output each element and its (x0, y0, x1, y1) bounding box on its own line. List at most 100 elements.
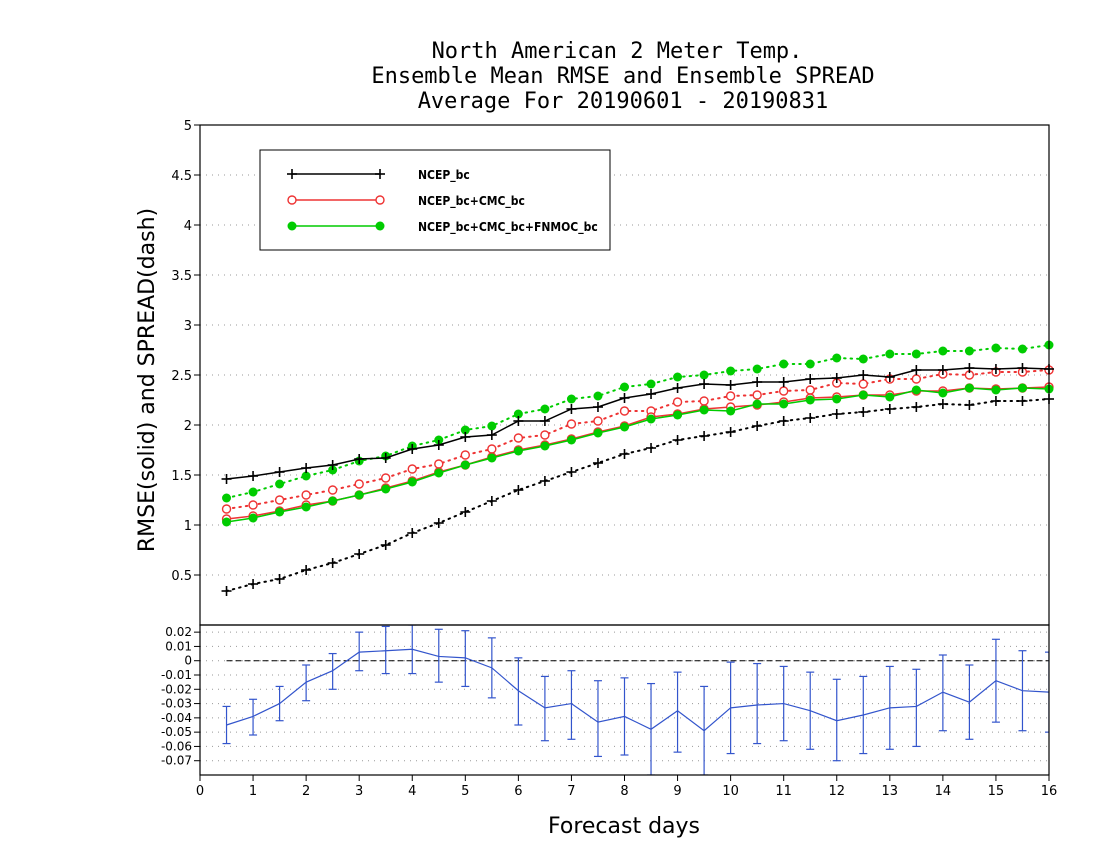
error-bar (593, 680, 602, 758)
data-point (460, 425, 470, 435)
title-line-3: Average For 20190601 - 20190831 (418, 89, 829, 114)
difference-line (226, 648, 1049, 732)
data-point (752, 364, 762, 374)
data-point (858, 379, 868, 389)
data-point (221, 504, 232, 514)
data-point (287, 221, 297, 231)
x-tick-label: 4 (408, 784, 416, 799)
data-point (1017, 344, 1027, 354)
data-point (752, 390, 762, 400)
series-spread-ncep-bc (221, 394, 1054, 596)
legend: NCEP_bc NCEP_bc+CMC_bc NCEP_bc+CMC_bc+FNMO… (259, 149, 611, 251)
error-bar (832, 678, 841, 762)
data-point (726, 366, 736, 376)
data-point (513, 433, 524, 443)
title-line-1: North American 2 Meter Temp. (432, 39, 803, 64)
data-point (487, 444, 497, 454)
x-tick-label: 11 (775, 784, 792, 799)
y-tick-label: 1 (184, 519, 192, 534)
data-point (301, 502, 311, 512)
error-bar (912, 668, 921, 748)
plot-frame (199, 624, 1050, 776)
data-point (434, 459, 444, 469)
data-point (275, 479, 285, 489)
x-tick-label: 16 (1041, 784, 1058, 799)
x-tick-label: 9 (673, 784, 681, 799)
data-point (222, 493, 232, 503)
error-bar (1045, 651, 1049, 733)
error-bar (461, 630, 470, 688)
data-point (540, 430, 550, 440)
data-point (487, 421, 497, 431)
data-point (248, 487, 258, 497)
data-point (248, 513, 258, 523)
x-axis-label: Forecast days (548, 814, 700, 839)
legend-label: NCEP_bc+CMC_bc (418, 194, 525, 209)
x-tick-label: 1 (249, 784, 257, 799)
data-point (1017, 383, 1027, 393)
y-tick-label: 3 (184, 319, 192, 334)
data-point (354, 479, 364, 489)
x-tick-label: 0 (196, 784, 204, 799)
data-point (911, 374, 922, 384)
data-point (805, 395, 815, 405)
data-point (991, 385, 1001, 395)
data-point (513, 446, 523, 456)
error-bar (249, 698, 258, 736)
data-point (274, 495, 285, 505)
data-point (964, 346, 974, 356)
data-point (779, 359, 789, 369)
data-point (832, 353, 842, 363)
series-spread-ncep-bc-cmc-bc-fnmoc-bc (222, 340, 1054, 503)
error-bar (434, 628, 443, 683)
y-tick-label: -0.07 (161, 754, 192, 768)
y-tick-label: -0.05 (161, 725, 192, 739)
data-point (222, 517, 232, 527)
data-point (938, 388, 948, 398)
data-point (593, 391, 603, 401)
x-tick-label: 10 (722, 784, 739, 799)
data-point (381, 484, 391, 494)
data-point (301, 490, 311, 500)
series-rmse-ncep-bc (221, 363, 1054, 484)
legend-entry-ncep-bc-cmc-bc-fnmoc-bc: NCEP_bc+CMC_bc+FNMOC_bc (287, 220, 598, 235)
legend-entry-ncep-bc-cmc-bc: NCEP_bc+CMC_bc (287, 194, 525, 209)
chart-title: North American 2 Meter Temp. Ensemble Me… (371, 39, 874, 114)
rmse-spread-plot: 0.5 1 1.5 2 2.5 3 3.5 4 4.5 5 (171, 119, 1054, 626)
data-point (566, 419, 577, 429)
data-point (672, 397, 683, 407)
data-point (566, 394, 576, 404)
data-point (540, 404, 550, 414)
data-point (620, 382, 629, 392)
data-point (699, 370, 709, 380)
y-tick-label: 0.02 (165, 625, 192, 639)
y-tick-label: 0.5 (171, 569, 192, 584)
x-tick-label: 8 (620, 784, 628, 799)
y-tick-label: -0.02 (161, 682, 192, 696)
data-point (911, 385, 921, 395)
data-point (885, 392, 895, 402)
difference-series (222, 625, 1049, 775)
x-tick-label: 5 (461, 784, 469, 799)
data-point (646, 379, 656, 389)
x-tick-label: 12 (828, 784, 845, 799)
data-point (673, 410, 683, 420)
data-point (805, 385, 815, 395)
legend-label: NCEP_bc+CMC_bc+FNMOC_bc (418, 220, 598, 235)
data-point (805, 359, 815, 369)
x-tick-label: 13 (882, 784, 899, 799)
title-line-2: Ensemble Mean RMSE and Ensemble SPREAD (371, 64, 874, 89)
data-point (327, 485, 338, 495)
data-point (566, 435, 576, 445)
y-tick-label: 2 (184, 419, 192, 434)
data-point (354, 490, 364, 500)
data-point (673, 372, 683, 382)
data-point (620, 422, 629, 432)
error-bar (540, 675, 549, 742)
data-point (381, 473, 391, 483)
y-tick-label: 0 (184, 654, 192, 668)
error-bar (328, 652, 337, 690)
x-tick-label: 7 (567, 784, 575, 799)
error-bar (753, 662, 762, 745)
y-tick-label: 4 (184, 219, 192, 234)
